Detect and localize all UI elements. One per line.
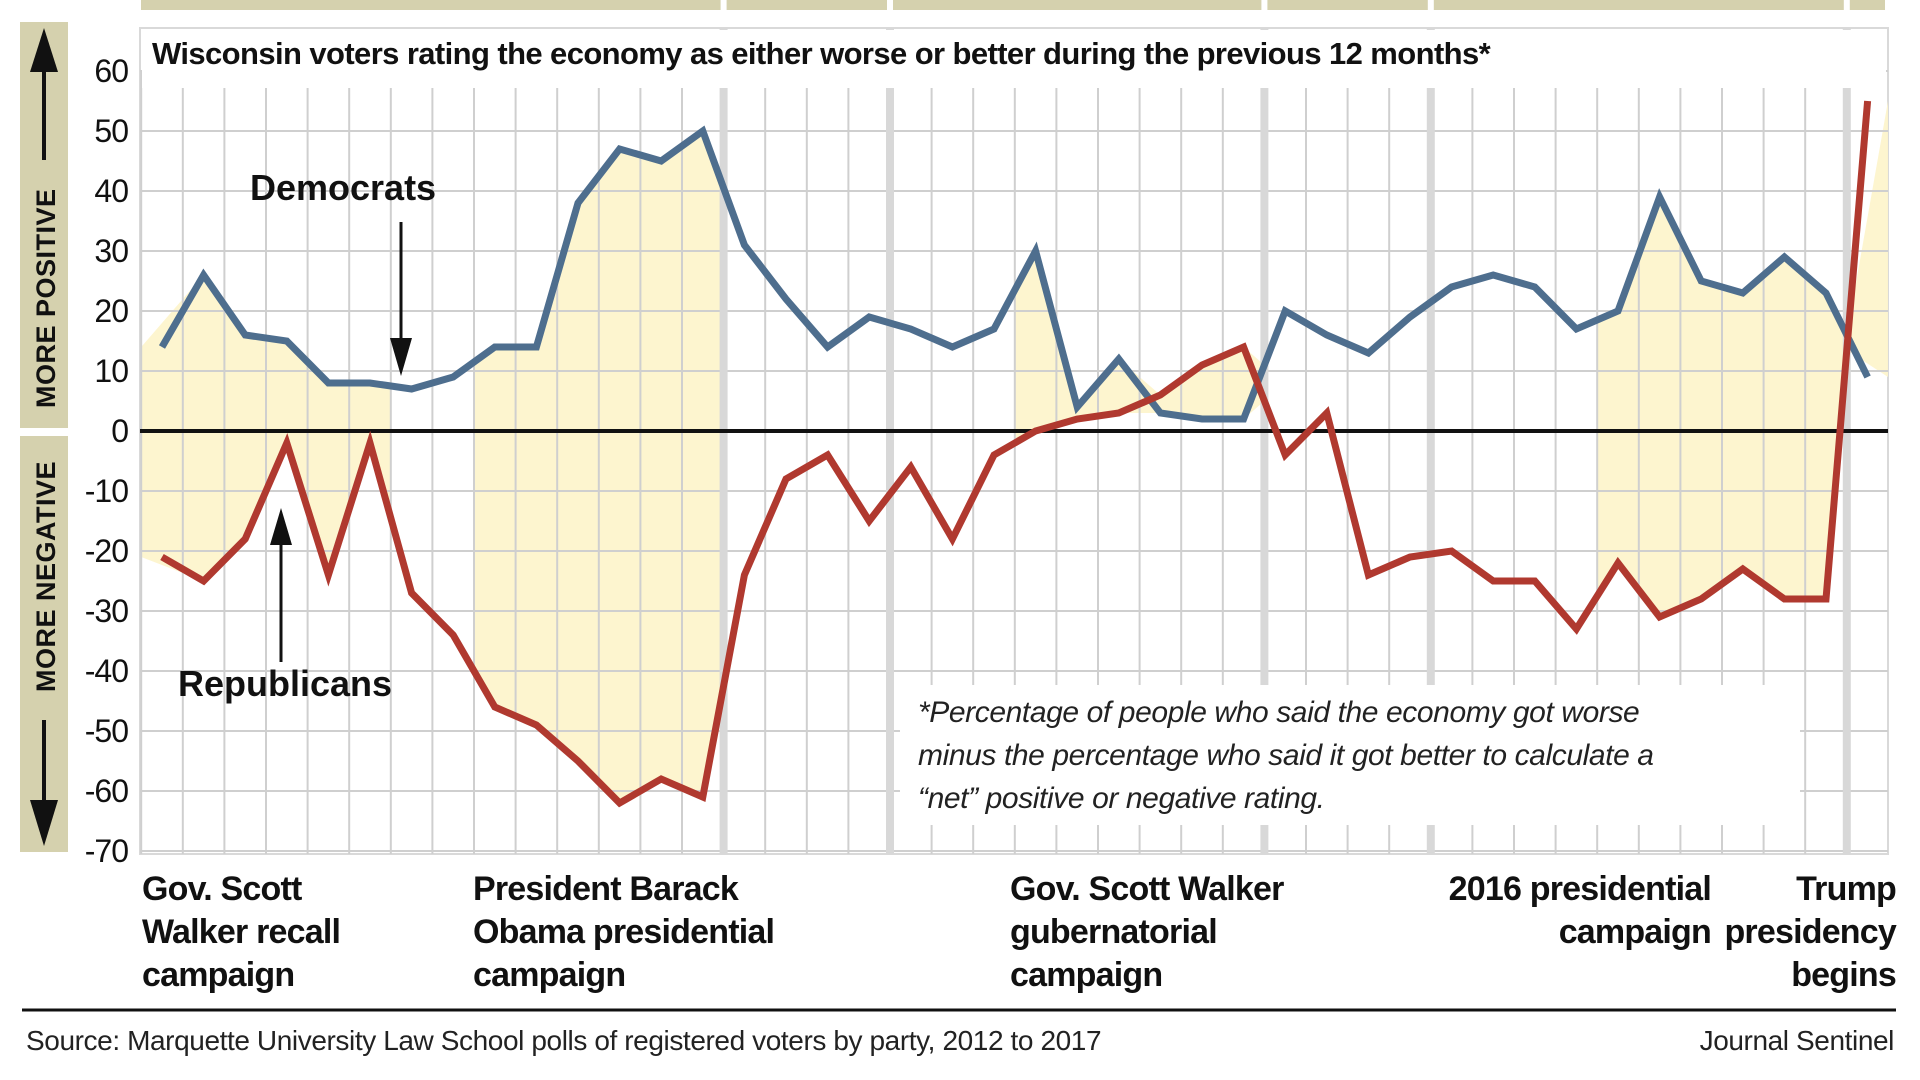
series-lines (158, 100, 1872, 808)
y-tick-label: -10 (85, 473, 128, 509)
period-label-line: Gov. Scott (142, 870, 302, 908)
period-label-line: Gov. Scott Walker (1010, 870, 1284, 908)
up-arrow-icon (30, 28, 58, 160)
democrats-arrow-icon (390, 222, 412, 376)
period-label-obama: President Barack Obama presidential camp… (473, 870, 775, 994)
period-label-line: Obama presidential (473, 913, 774, 951)
period-label-2016: 2016 presidential campaign (1449, 870, 1712, 951)
year-header-strip (726, 0, 887, 10)
year-header-strip (1433, 0, 1844, 10)
y-tick-label: 0 (111, 413, 128, 449)
period-label-line: begins (1791, 956, 1896, 994)
year-header-strip (141, 0, 721, 10)
period-label-line: Walker recall (142, 913, 340, 951)
year-header-strip (893, 0, 1262, 10)
y-tick-label: 50 (94, 113, 128, 149)
y-tick-label: 30 (94, 233, 128, 269)
y-axis-ticks: 60 50 40 30 20 10 0 -10 -20 -30 -40 -50 -60 -70 (85, 53, 129, 869)
down-arrow-icon (30, 720, 58, 846)
shaded-region (1846, 101, 1888, 377)
note-background (900, 685, 1800, 825)
more-positive-label: MORE POSITIVE (31, 188, 61, 408)
period-label-line: 2016 presidential (1449, 870, 1711, 908)
y-tick-label: -40 (85, 653, 128, 689)
democrats-label: Democrats (250, 167, 436, 208)
year-header-strip (1849, 0, 1885, 10)
y-tick-label: -70 (85, 833, 128, 869)
period-label-trump: Trump presidency begins (1724, 870, 1897, 994)
period-label-line: President Barack (473, 870, 739, 908)
period-label-line: campaign (1010, 956, 1162, 994)
title-background (142, 30, 1886, 88)
annotation-line-2: minus the percentage who said it got bet… (918, 739, 1654, 772)
credit: Journal Sentinel (1700, 1025, 1894, 1056)
republicans-arrow-icon (270, 508, 292, 662)
y-tick-label: 60 (94, 53, 128, 89)
more-negative-label: MORE NEGATIVE (31, 461, 61, 692)
y-tick-label: -20 (85, 533, 128, 569)
period-label-line: presidency (1724, 913, 1896, 951)
y-tick-label: -60 (85, 773, 128, 809)
republicans-label: Republicans (178, 663, 392, 704)
period-label-line: gubernatorial (1010, 913, 1217, 951)
y-tick-label: 10 (94, 353, 128, 389)
annotation-line-3: “net” positive or negative rating. (918, 782, 1325, 815)
year-header-strip (1267, 0, 1428, 10)
y-tick-label: 20 (94, 293, 128, 329)
period-label-walker-gubernatorial: Gov. Scott Walker gubernatorial campaign (1010, 870, 1285, 994)
source-note: Source: Marquette University Law School … (26, 1025, 1101, 1056)
period-label-recall: Gov. Scott Walker recall campaign (142, 870, 341, 994)
period-label-line: campaign (1559, 913, 1711, 951)
y-tick-label: -50 (85, 713, 128, 749)
y-tick-label: -30 (85, 593, 128, 629)
period-label-line: Trump (1796, 870, 1896, 908)
y-tick-label: 40 (94, 173, 128, 209)
democrats-line (158, 125, 1871, 423)
year-header-strips (141, 0, 1885, 10)
period-label-line: campaign (473, 956, 625, 994)
annotation-line-1: *Percentage of people who said the econo… (918, 696, 1639, 729)
chart-title: Wisconsin voters rating the economy as e… (152, 36, 1492, 71)
shaded-region (1014, 251, 1265, 443)
period-label-line: campaign (142, 956, 294, 994)
republicans-line (160, 100, 1872, 808)
